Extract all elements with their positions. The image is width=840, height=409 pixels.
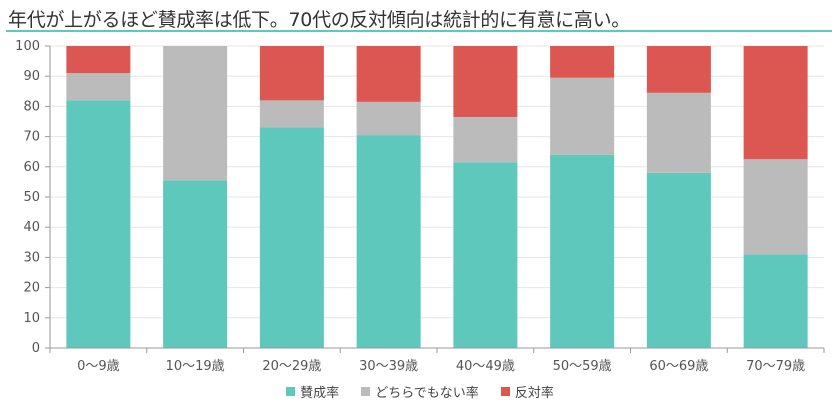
bar-segment — [356, 101, 421, 136]
x-tick-label: 0～9歳 — [77, 359, 120, 374]
x-tick-label: 20～29歳 — [262, 359, 321, 374]
bar-segment — [259, 46, 324, 101]
x-tick-label: 10～19歳 — [166, 359, 225, 374]
bar-segment — [66, 73, 131, 101]
legend-item: 反対率 — [500, 382, 554, 401]
y-tick-label: 30 — [23, 250, 40, 265]
legend-swatch — [286, 387, 296, 396]
bar-segment — [743, 159, 808, 255]
bar-segment — [259, 100, 324, 128]
y-tick-label: 50 — [23, 190, 40, 205]
bar-segment — [163, 46, 228, 181]
y-tick-label: 10 — [23, 311, 40, 326]
y-tick-label: 90 — [23, 69, 40, 84]
x-tick-label: 70～79歳 — [746, 359, 805, 374]
bar-segment — [356, 46, 421, 102]
y-tick-label: 70 — [23, 130, 40, 145]
bar-segment — [66, 100, 131, 348]
bar-segment — [743, 46, 808, 160]
bar-segment — [453, 116, 518, 163]
y-tick-label: 20 — [23, 281, 40, 296]
bar-segment — [356, 135, 421, 348]
x-tick-label: 60～69歳 — [649, 359, 708, 374]
bar-segment — [259, 127, 324, 348]
legend-swatch — [361, 387, 371, 396]
y-tick-label: 100 — [15, 39, 40, 54]
bar-segment — [453, 162, 518, 348]
y-tick-label: 60 — [23, 160, 40, 175]
y-tick-label: 0 — [32, 341, 40, 356]
bar-segment — [163, 180, 228, 348]
chart-title: 年代が上がるほど賛成率は低下。70代の反対傾向は統計的に有意に高い。 — [8, 9, 630, 31]
y-tick-label: 80 — [23, 99, 40, 114]
bar-segment — [453, 46, 518, 117]
bar-segment — [743, 254, 808, 348]
bar-segment — [646, 92, 711, 173]
legend-item: 賛成率 — [286, 382, 339, 401]
bar-segment — [66, 46, 131, 74]
x-tick-label: 30～39歳 — [359, 359, 418, 374]
legend: 賛成率 どちらでもない率 反対率 — [0, 382, 840, 401]
x-tick-label: 50～59歳 — [553, 359, 612, 374]
bar-segment — [646, 46, 711, 93]
bar-segment — [646, 172, 711, 348]
legend-item: どちらでもない率 — [361, 382, 479, 401]
bar-segment — [550, 77, 615, 155]
legend-label: 反対率 — [514, 386, 554, 401]
x-tick-label: 40～49歳 — [456, 359, 515, 374]
legend-label: どちらでもない率 — [375, 386, 479, 401]
legend-swatch — [500, 387, 510, 396]
bar-segment — [550, 46, 615, 78]
bar-segment — [550, 154, 615, 348]
title-underline — [6, 30, 832, 32]
y-tick-label: 40 — [23, 220, 40, 235]
legend-label: 賛成率 — [300, 386, 340, 401]
